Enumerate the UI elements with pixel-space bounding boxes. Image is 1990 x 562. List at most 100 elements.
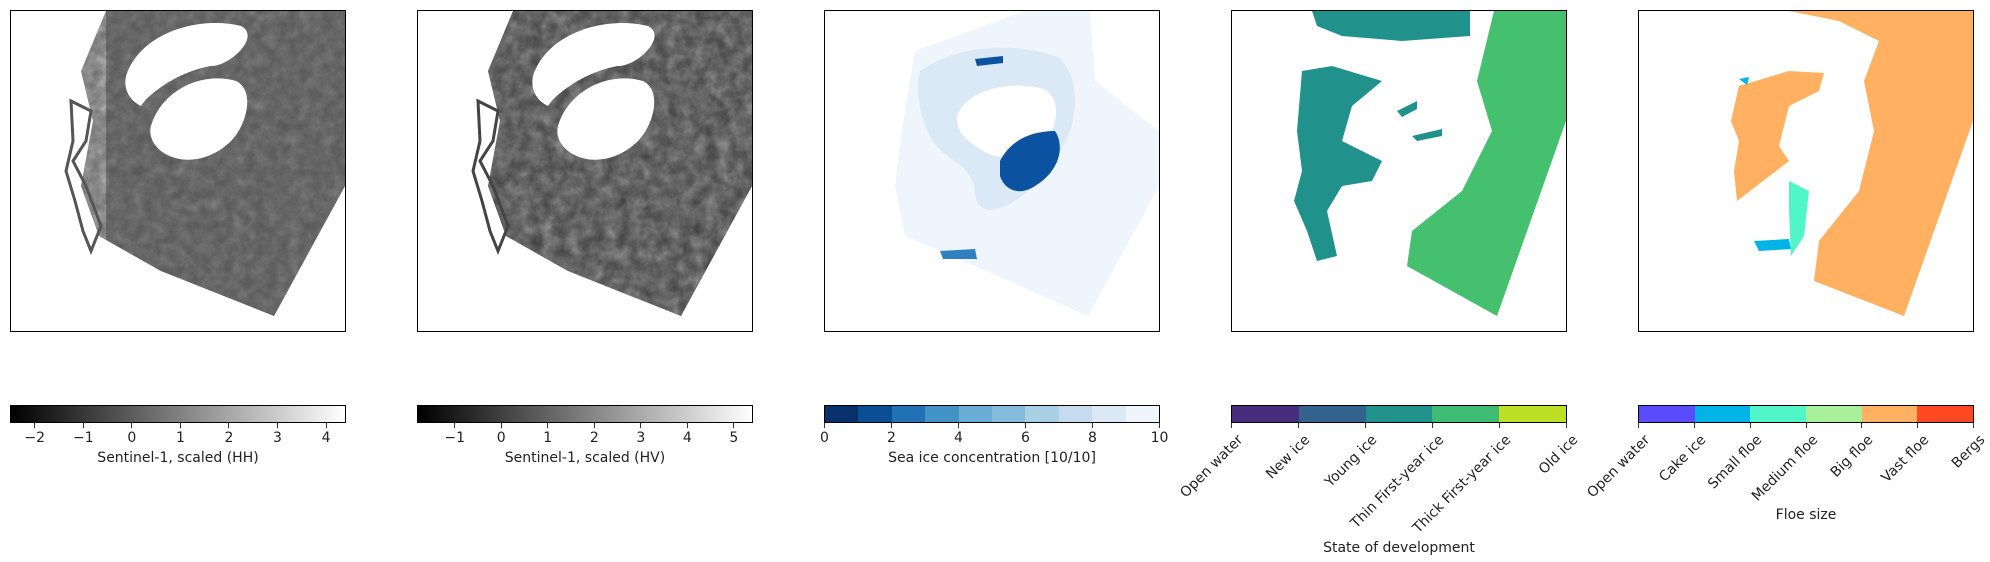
colorbar-hh-tick bbox=[179, 423, 181, 428]
colorbar-floe-tick bbox=[1861, 423, 1863, 428]
colorbar-floe-tick bbox=[1638, 423, 1639, 428]
colorbar-floe-category-label: Small floe bbox=[1704, 432, 1765, 493]
colorbar-sod-tick bbox=[1298, 423, 1299, 428]
colorbar-hv-tick bbox=[454, 423, 456, 428]
colorbar-hv-tick-label: 4 bbox=[682, 430, 692, 446]
colorbar-hh-tick-label: 4 bbox=[321, 430, 331, 446]
colorbar-sic-segment bbox=[958, 406, 993, 422]
colorbar-hh-tick-label: −1 bbox=[72, 430, 94, 446]
colorbar-sic-tick bbox=[1159, 423, 1160, 428]
colorbar-floe-category-label: Open water bbox=[1584, 432, 1654, 502]
colorbar-hv-tick bbox=[640, 423, 642, 428]
colorbar-sic-tick bbox=[1092, 423, 1093, 428]
colorbar-sic-tick-label: 4 bbox=[954, 430, 963, 446]
colorbar-sod-segment bbox=[1232, 406, 1299, 422]
hv-image bbox=[471, 11, 752, 316]
colorbar-hv-tick-label: 1 bbox=[543, 430, 553, 446]
colorbar-floe-tick bbox=[1693, 423, 1695, 428]
colorbar-sic-tick-label: 0 bbox=[820, 430, 829, 446]
colorbar-hh-tick bbox=[131, 423, 133, 428]
panel-sod bbox=[1231, 10, 1567, 332]
colorbar-sic-tick bbox=[1025, 423, 1026, 428]
colorbar-label-sic: Sea ice concentration [10/10] bbox=[888, 450, 1096, 466]
colorbar-sic-tick bbox=[958, 423, 959, 428]
panel-sic bbox=[824, 10, 1160, 332]
colorbar-sic-tick-label: 10 bbox=[1150, 430, 1169, 446]
colorbar-floe-segment bbox=[1861, 406, 1918, 422]
colorbar-label-hv: Sentinel-1, scaled (HV) bbox=[504, 450, 666, 466]
panel-hv bbox=[417, 10, 753, 332]
colorbar-sic-segment bbox=[891, 406, 926, 422]
colorbar-hv-tick bbox=[686, 423, 688, 428]
colorbar-sod-tick bbox=[1231, 423, 1232, 428]
colorbar-sod-segment bbox=[1365, 406, 1433, 422]
colorbar-hh-tick bbox=[34, 423, 36, 428]
colorbar-hh-tick bbox=[277, 423, 279, 428]
colorbar-sod-segment bbox=[1298, 406, 1366, 422]
colorbar-hh-tick-label: 0 bbox=[127, 430, 137, 446]
colorbar-sic-segment bbox=[1092, 406, 1126, 422]
colorbar-sod-category-label: Old ice bbox=[1535, 432, 1582, 478]
panel-floe bbox=[1638, 10, 1974, 332]
colorbar-hh-tick bbox=[228, 423, 230, 428]
colorbar-hv-tick bbox=[547, 423, 549, 428]
colorbar-hv-tick-label: 0 bbox=[496, 430, 506, 446]
colorbar-sic-tick-label: 8 bbox=[1088, 430, 1097, 446]
colorbar-sod-category-label: New ice bbox=[1262, 432, 1314, 483]
colorbar-sod-segment bbox=[1432, 406, 1500, 422]
colorbar-hh-tick bbox=[325, 423, 327, 428]
colorbar-floe-segment bbox=[1750, 406, 1807, 422]
colorbar-hh-tick-label: 1 bbox=[175, 430, 185, 446]
colorbar-floe bbox=[1638, 405, 1974, 423]
colorbar-hv-tick bbox=[733, 423, 735, 428]
colorbar-floe-category-label: Cake ice bbox=[1655, 432, 1710, 486]
colorbar-hv-tick-label: 5 bbox=[729, 430, 739, 446]
colorbar-sic-segment bbox=[925, 406, 959, 422]
colorbar-sod-category-label: Open water bbox=[1177, 432, 1247, 502]
colorbar-label-hh: Sentinel-1, scaled (HH) bbox=[97, 450, 259, 466]
colorbar-floe-category-label: Bergs bbox=[1948, 432, 1989, 472]
colorbar-sic-tick-label: 2 bbox=[887, 430, 896, 446]
colorbar-sic-tick bbox=[891, 423, 892, 428]
colorbar-sod-tick bbox=[1499, 423, 1500, 428]
colorbar-floe-category-label: Vast floe bbox=[1878, 432, 1933, 486]
colorbar-label-sod: State of development bbox=[1323, 540, 1475, 556]
colorbar-hv-tick bbox=[593, 423, 595, 428]
colorbar-hh bbox=[10, 405, 346, 423]
colorbar-floe-tick bbox=[1805, 423, 1807, 428]
colorbar-floe-tick bbox=[1973, 423, 1974, 428]
panel-hh bbox=[10, 10, 346, 332]
floe-image bbox=[1731, 11, 1973, 316]
colorbar-sod-tick bbox=[1566, 423, 1567, 428]
colorbar-sic-segment bbox=[1025, 406, 1059, 422]
colorbar-sic-tick bbox=[824, 423, 825, 428]
colorbar-hh-tick-label: 3 bbox=[273, 430, 282, 446]
colorbar-hh-tick bbox=[82, 423, 84, 428]
colorbar-sic-segment bbox=[1125, 406, 1160, 422]
colorbar-hv-tick bbox=[500, 423, 502, 428]
colorbar-hv-tick-label: 3 bbox=[636, 430, 646, 446]
colorbar-hv bbox=[417, 405, 753, 423]
colorbar-floe-tick bbox=[1917, 423, 1919, 428]
colorbar-sod-tick bbox=[1432, 423, 1433, 428]
colorbar-sod-category-label: Young ice bbox=[1321, 432, 1381, 491]
colorbar-sic-segment bbox=[825, 406, 859, 422]
colorbar-floe-segment bbox=[1917, 406, 1974, 422]
colorbar-sic-segment bbox=[992, 406, 1026, 422]
colorbar-floe-category-label: Big floe bbox=[1827, 432, 1877, 481]
colorbar-hv-tick-label: −1 bbox=[444, 430, 466, 446]
colorbar-sod-tick bbox=[1365, 423, 1366, 428]
colorbar-floe-segment bbox=[1694, 406, 1751, 422]
colorbar-sod-segment bbox=[1499, 406, 1566, 422]
colorbar-label-floe: Floe size bbox=[1775, 507, 1837, 523]
sod-image bbox=[1294, 11, 1566, 316]
colorbar-hh-tick-label: −2 bbox=[24, 430, 46, 446]
colorbar-sod bbox=[1231, 405, 1567, 423]
sic-image bbox=[895, 11, 1159, 316]
hh-image bbox=[64, 11, 345, 316]
colorbar-hh-tick-label: 2 bbox=[224, 430, 234, 446]
colorbar-sic-tick-label: 6 bbox=[1021, 430, 1030, 446]
colorbar-sic bbox=[824, 405, 1160, 423]
colorbar-sic-segment bbox=[858, 406, 892, 422]
colorbar-hv-tick-label: 2 bbox=[589, 430, 599, 446]
